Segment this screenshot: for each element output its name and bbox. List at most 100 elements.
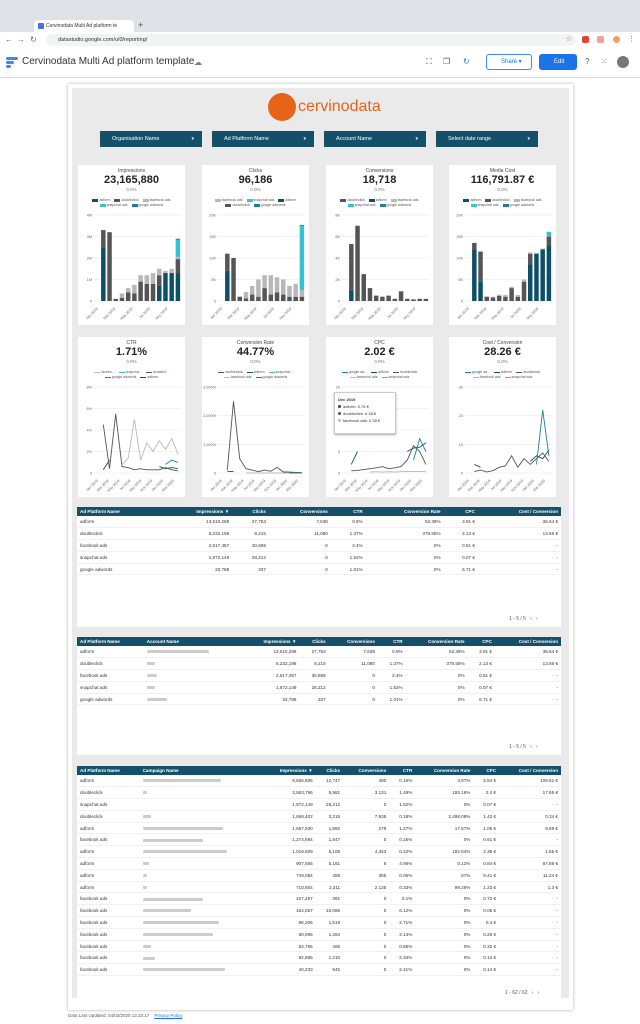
bar-doubleclick[interactable] [417,298,422,301]
privacy-policy-link[interactable]: Privacy Policy [154,1013,183,1018]
filter-date-range[interactable]: Select date range [436,131,538,147]
bar-adform[interactable] [540,249,545,301]
bar-facebook-ads[interactable] [299,290,305,297]
bar-doubleclick[interactable] [380,296,385,301]
column-header[interactable]: Cost / Conversion [499,766,561,775]
column-header[interactable]: Clicks [315,766,344,775]
fullscreen-icon[interactable]: ⛶ [426,57,432,66]
table-row[interactable]: adform 907,556 5,181 6 4.95% 0.12% 0.84 €67.89… [77,857,561,870]
column-header[interactable]: Clicks [299,637,329,646]
conversions-card[interactable]: Conversions 18,718 0.0% doubleclick adform… [326,165,433,325]
bar-doubleclick[interactable] [113,298,118,301]
bar-doubleclick[interactable] [107,232,112,301]
bar-facebook-ads[interactable] [515,294,521,297]
bar-doubleclick[interactable] [392,298,398,301]
back-icon[interactable]: ← [5,35,13,44]
table-row[interactable]: doubleclick 5,232,198 9,215 11,080 1.37% 379.… [77,657,561,671]
refresh-icon[interactable]: ↻ [463,57,470,66]
table-row[interactable]: facebook ads 1,274,684 1,847 0 0.15% 0% 0.61 €… [77,833,561,847]
table-row[interactable]: adform 710,604 2,311 2,135 0.33% 99.26% 1.23 €… [77,881,561,894]
bar-doubleclick[interactable] [411,299,416,301]
new-tab-icon[interactable]: + [138,20,144,30]
bar-adform[interactable] [225,270,230,301]
bar-google-adwords[interactable] [299,224,305,226]
user-avatar[interactable] [617,56,629,68]
bar-facebook-ads[interactable] [490,296,496,298]
bar-adform[interactable] [472,249,477,301]
bar-facebook-ads[interactable] [163,270,168,274]
ctr-card[interactable]: CTR 1.71% 0.0% facebo... snapcha... doublec… [78,337,185,497]
column-header[interactable]: CTR [330,507,366,516]
line-adform[interactable] [350,442,427,465]
column-header[interactable]: CPC [467,637,495,646]
bar-doubleclick[interactable] [299,296,305,301]
bar-facebook-ads[interactable] [249,285,255,295]
bar-facebook-ads[interactable] [503,294,508,297]
reload-icon[interactable]: ↻ [30,35,37,44]
bar-doubleclick[interactable] [150,283,156,301]
extension-icon[interactable] [597,36,604,43]
column-header[interactable]: Conversion Rate [405,637,468,646]
bar-doubleclick[interactable] [496,295,502,301]
bar-doubleclick[interactable] [268,294,274,301]
table-row[interactable]: adform 13,510,288 27,753 7,638 0.9% 53.39% 3.9… [77,516,561,529]
column-header[interactable]: CTR [389,766,416,775]
bar-doubleclick[interactable] [249,294,255,301]
table-row[interactable]: adform 1,019,509 5,105 4,343 0.42% 182.54% 2.3… [77,845,561,859]
bar-doubleclick[interactable] [503,296,508,301]
bar-facebook-ads[interactable] [262,275,267,289]
table-row[interactable]: facebook ads 427,457 391 0 0.1% 0% 0.72 € - [77,892,561,906]
bar-doubleclick[interactable] [132,293,137,301]
bar-facebook-ads[interactable] [157,268,162,276]
forward-icon[interactable]: → [17,35,25,44]
table-row[interactable]: google adwords 33,788 337 0 1.01% 0% 6.71 € - [77,693,561,706]
bar-facebook-ads[interactable] [287,285,292,297]
column-header[interactable]: Campaign Name [139,766,263,775]
url-field[interactable]: datastudio.google.com/u/0/reporting/ [46,34,576,46]
bar-adform[interactable] [163,273,168,301]
apps-grid-icon[interactable]: ⁙ [601,57,608,66]
bar-doubleclick[interactable] [546,236,552,246]
bar-facebook-ads[interactable] [132,284,137,294]
bar-facebook-ads[interactable] [150,273,156,284]
line-adform[interactable] [474,449,550,468]
cost-conversion-card[interactable]: Cost / Conversion 28.26 € 0.0% google ad.… [449,337,556,497]
bar-doubleclick[interactable] [101,230,106,248]
column-header[interactable]: Ad Platform Name [77,766,140,775]
table-row[interactable]: doubleclick 3,563,796 5,981 3,131 1.49% 155.1… [77,786,561,800]
bar-adform[interactable] [349,290,354,301]
bar-doubleclick[interactable] [138,281,143,301]
table-row[interactable]: adform 13,510,288 27,753 7,638 0.9% 53.39% 3.9… [77,646,561,659]
bar-facebook-ads[interactable] [125,288,131,293]
bar-facebook-ads[interactable] [540,248,545,250]
bar-adform[interactable] [546,245,552,301]
table-row[interactable]: facebook ads 164,057 10,086 0 6.12% 0% 0.05 € - [77,904,561,918]
bar-adform[interactable] [101,247,106,301]
line-facebook-ads[interactable] [121,419,179,465]
column-header[interactable]: CPC [443,507,478,516]
bar-doubleclick[interactable] [355,225,360,301]
help-icon[interactable]: ? [585,57,590,66]
table-row[interactable]: facebook ads 2,517,457 30,669 0 2.4% 0% 0.51 €… [77,539,561,552]
column-header[interactable]: Cost / Conversion [494,637,561,646]
bar-doubleclick[interactable] [367,288,373,301]
copy-icon[interactable]: ❐ [443,57,451,66]
bar-facebook-ads[interactable] [243,291,249,299]
table-row[interactable]: facebook ads 2,517,457 30,669 0 2.4% 0% 0.51 €… [77,669,561,682]
bookmark-star-icon[interactable]: ☆ [566,36,573,43]
table-row[interactable]: snapchat ads 1,872,149 28,212 0 1.52% 0% 0.07 … [77,551,561,564]
line-doubleclick[interactable] [102,413,178,472]
bar-facebook-ads[interactable] [144,275,150,284]
bar-doubleclick[interactable] [528,253,533,265]
bar-doubleclick[interactable] [157,275,162,286]
bar-snapchat-ads[interactable] [299,225,305,291]
bar-facebook-ads[interactable] [281,279,286,295]
bar-doubleclick[interactable] [125,292,131,301]
impressions-card[interactable]: Impressions 23,165,880 0.0% adform doublec… [78,165,185,325]
bar-doubleclick[interactable] [119,297,125,301]
bar-adform[interactable] [534,253,539,301]
bar-facebook-ads[interactable] [534,252,539,254]
column-header[interactable]: Impressions ▼ [160,507,233,516]
table-row[interactable]: adform 749,084 459 385 0.06% 87% 9.41 €11.24 € [77,869,561,882]
line-google-adwords[interactable] [536,409,550,465]
